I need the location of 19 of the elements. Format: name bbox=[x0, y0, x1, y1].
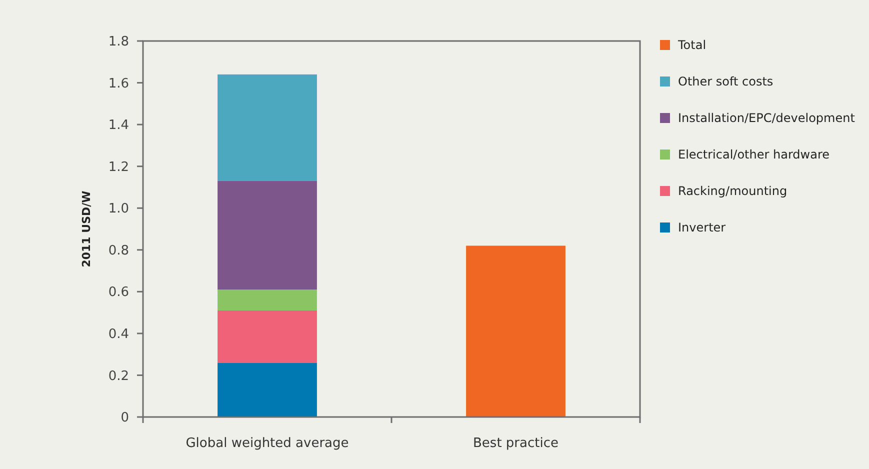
x-tick-label: Best practice bbox=[473, 436, 558, 451]
y-tick-label: 0.6 bbox=[108, 285, 129, 300]
legend-label: Other soft costs bbox=[678, 74, 774, 89]
y-tick-label: 1.2 bbox=[108, 160, 129, 175]
y-tick-label: 0 bbox=[120, 410, 129, 426]
y-axis-title: 2011 USD/W bbox=[80, 190, 93, 268]
y-tick-label: 1.4 bbox=[108, 118, 129, 134]
y-tick-label: 0.4 bbox=[108, 326, 129, 342]
legend-label: Installation/EPC/development bbox=[678, 111, 856, 126]
y-tick-label: 0.2 bbox=[108, 368, 129, 384]
y-tick-label: 1.0 bbox=[108, 202, 129, 217]
y-tick-label: 1.8 bbox=[108, 34, 129, 50]
legend-label: Racking/mounting bbox=[678, 184, 788, 198]
legend-label: Total bbox=[677, 38, 706, 52]
y-tick-label: 1.6 bbox=[108, 76, 129, 92]
y-tick-label: 0.8 bbox=[108, 243, 129, 258]
legend-label: Inverter bbox=[678, 220, 726, 235]
x-tick-label: Global weighted average bbox=[186, 436, 349, 451]
legend-label: Electrical/other hardware bbox=[678, 148, 830, 162]
